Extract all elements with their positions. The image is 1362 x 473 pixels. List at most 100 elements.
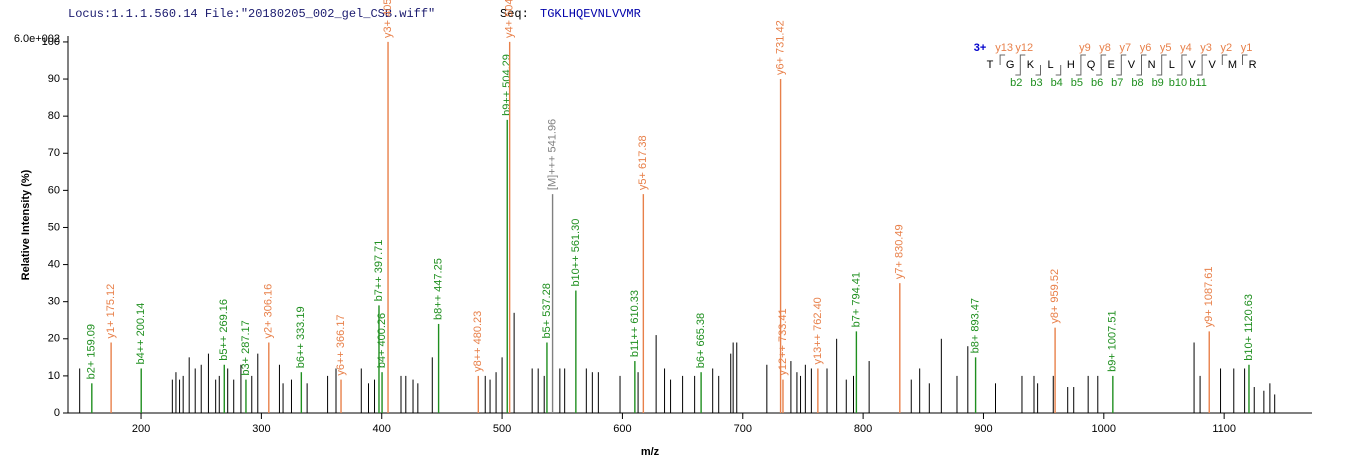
x-tick-label: 600 <box>613 423 631 435</box>
y-tick-label: 50 <box>48 221 60 233</box>
y-ion: y3 <box>1200 42 1212 54</box>
peak-label: y12++ 733.41 <box>777 308 789 375</box>
peak-label: [M]+++ 541.96 <box>546 119 558 190</box>
b-ion: b6 <box>1091 77 1103 89</box>
peak-label: b7++ 397.71 <box>373 240 385 302</box>
peak-label: y1+ 175.12 <box>105 284 117 339</box>
y-ion-mark <box>1019 54 1026 65</box>
peak-label: y8++ 480.23 <box>472 311 484 372</box>
peak-label: b3+ 287.17 <box>240 320 252 375</box>
y-ion: y5 <box>1160 42 1172 54</box>
b-ion-mark <box>1096 65 1102 76</box>
residue: V <box>1209 59 1217 71</box>
peak-label: y13++ 762.40 <box>812 297 824 364</box>
y-ion: y13 <box>995 42 1013 54</box>
y-ion: y2 <box>1220 42 1232 54</box>
y-ion: y12 <box>1015 42 1033 54</box>
b-ion: b2 <box>1010 77 1022 89</box>
y-ion-mark <box>1080 54 1086 65</box>
y-ion-mark <box>1100 54 1107 65</box>
residue: R <box>1249 59 1257 71</box>
residue: E <box>1108 59 1115 71</box>
peak-label: y6+ 731.42 <box>774 20 786 75</box>
residue: V <box>1188 59 1196 71</box>
y-tick-label: 10 <box>48 370 60 382</box>
peak-label: b8+ 893.47 <box>970 298 982 353</box>
peak-label: b10++ 561.30 <box>570 219 582 287</box>
x-tick-label: 1000 <box>1092 423 1116 435</box>
peak-label: y2+ 306.16 <box>263 284 275 339</box>
y-ion: y9 <box>1079 42 1091 54</box>
y-ion: y4 <box>1180 42 1192 54</box>
residue: G <box>1006 59 1015 71</box>
peak-label: b7+ 794.41 <box>850 272 862 327</box>
peak-label: b10+ 1120.63 <box>1243 294 1255 361</box>
y-ion-mark <box>1120 54 1127 65</box>
x-tick-label: 800 <box>854 423 872 435</box>
y-ion: y7 <box>1119 42 1131 54</box>
y-ion-mark <box>1201 54 1208 65</box>
peak-label: y9+ 1087.61 <box>1203 266 1215 327</box>
y-tick-label: 100 <box>42 36 60 48</box>
b-ion: b8 <box>1131 77 1143 89</box>
x-tick-label: 500 <box>493 423 511 435</box>
y-axis-label: Relative Intensity (%) <box>20 169 32 280</box>
y-tick-label: 20 <box>48 333 60 345</box>
x-tick-label: 300 <box>252 423 270 435</box>
y-tick-label: 0 <box>54 407 60 419</box>
b-ion-mark <box>1116 65 1122 76</box>
peak-label: b4+ 400.26 <box>376 313 388 368</box>
x-tick-label: 700 <box>734 423 752 435</box>
peak-label: y8+ 959.52 <box>1049 269 1061 324</box>
residue: M <box>1228 59 1237 71</box>
x-tick-label: 200 <box>132 423 150 435</box>
residue: H <box>1067 59 1075 71</box>
peak-label: b4++ 200.14 <box>135 303 147 365</box>
peak-label: y3+ 405.23 <box>382 0 394 38</box>
peak-label: y5+ 617.38 <box>637 135 649 190</box>
x-axis-label: m/z <box>641 446 660 458</box>
b-ion-mark <box>1156 65 1163 76</box>
b-ion: b3 <box>1030 77 1042 89</box>
y-tick-label: 70 <box>48 147 60 159</box>
peak-label: y7+ 830.49 <box>894 224 906 279</box>
b-ion-mark <box>1015 65 1021 76</box>
peak-label: b2+ 159.09 <box>86 324 98 379</box>
y-tick-label: 40 <box>48 258 60 270</box>
y-ion: y1 <box>1241 42 1253 54</box>
residue: Q <box>1087 59 1096 71</box>
residue: N <box>1148 59 1156 71</box>
peak-label: y6++ 366.17 <box>335 314 347 375</box>
residue: K <box>1027 59 1035 71</box>
x-tick-label: 400 <box>373 423 391 435</box>
b-ion-mark <box>1197 65 1203 76</box>
b-ion-mark <box>1075 65 1082 76</box>
b-ion-mark <box>1136 65 1142 76</box>
peak-label: b9++ 504.29 <box>501 54 513 116</box>
y-ion-mark <box>1221 54 1228 65</box>
y-ion-mark <box>1141 54 1147 65</box>
y-ion: y6 <box>1140 42 1152 54</box>
residue: V <box>1128 59 1136 71</box>
y-tick-label: 80 <box>48 110 60 122</box>
scale-label: 6.0e+002 <box>14 33 60 45</box>
y-ion: y8 <box>1099 42 1111 54</box>
peak-label: b6++ 333.19 <box>295 306 307 368</box>
b-ion-mark <box>1176 65 1183 76</box>
y-ion-mark <box>999 54 1006 65</box>
b-ion: b10 <box>1169 77 1187 89</box>
y-tick-label: 30 <box>48 296 60 308</box>
b-ion: b9 <box>1152 77 1164 89</box>
charge: 3+ <box>974 42 987 54</box>
y-tick-label: 60 <box>48 184 60 196</box>
y-ion-mark <box>1181 54 1187 65</box>
b-ion-mark <box>1055 65 1062 76</box>
residue: L <box>1048 59 1054 71</box>
peak-label: b5+ 537.28 <box>541 283 553 338</box>
b-ion: b4 <box>1051 77 1063 89</box>
x-tick-label: 900 <box>974 423 992 435</box>
peak-label: b9+ 1007.51 <box>1107 310 1119 371</box>
peak-label: b5++ 269.16 <box>218 299 230 361</box>
